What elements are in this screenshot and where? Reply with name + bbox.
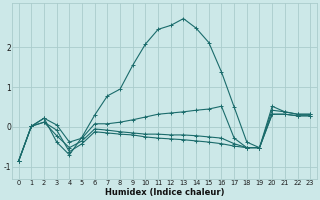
X-axis label: Humidex (Indice chaleur): Humidex (Indice chaleur) — [105, 188, 224, 197]
